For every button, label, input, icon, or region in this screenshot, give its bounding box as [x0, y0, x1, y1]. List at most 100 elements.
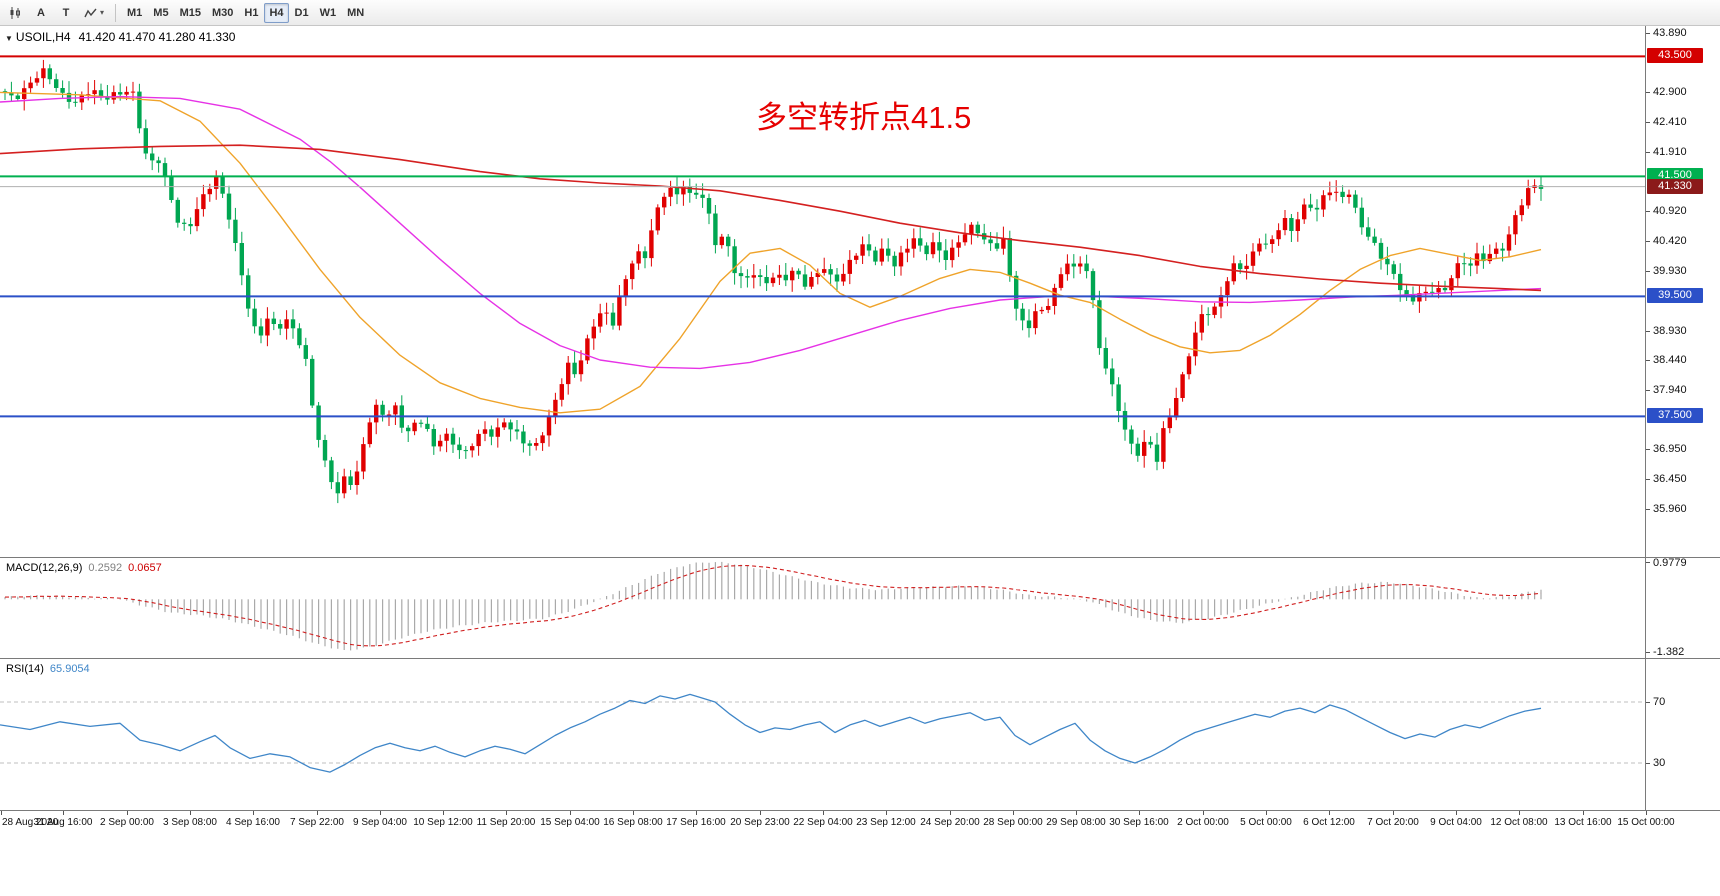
price-tick-mark	[1646, 360, 1650, 361]
price-tick-label: 38.930	[1653, 325, 1687, 337]
drawing-tools-button[interactable]: ▾	[79, 3, 109, 23]
price-axis[interactable]: 43.890 42.900 42.410 41.910 40.920 40.420 39.9…	[1645, 26, 1720, 810]
rsi-value: 65.9054	[49, 663, 90, 675]
time-axis-label: 15 Oct 00:00	[1617, 817, 1675, 828]
timeframe-button-mn[interactable]: MN	[342, 3, 369, 23]
price-tick-label: 43.890	[1653, 27, 1687, 39]
timeframe-button-m15[interactable]: M15	[175, 3, 206, 23]
chevron-down-icon: ▾	[100, 8, 105, 17]
time-axis-label: 13 Oct 16:00	[1554, 817, 1612, 828]
time-tick-mark	[1329, 811, 1330, 815]
macd-tick-mark	[1646, 652, 1650, 653]
price-tick-label: 42.900	[1653, 86, 1687, 98]
text-tool-button[interactable]: T	[54, 3, 78, 23]
time-tick-mark	[633, 811, 634, 815]
time-tick-mark	[886, 811, 887, 815]
time-tick-mark	[823, 811, 824, 815]
candlesticks	[2, 59, 1544, 504]
rsi-axis-label-70: 70	[1653, 696, 1666, 708]
time-axis-label: 15 Sep 04:00	[540, 817, 600, 828]
time-tick-mark	[1646, 811, 1647, 815]
zigzag-draw-icon	[84, 8, 97, 17]
time-axis-label: 2 Oct 00:00	[1177, 817, 1229, 828]
price-tick-mark	[1646, 33, 1650, 34]
time-axis-label: 28 Sep 00:00	[983, 817, 1043, 828]
timeframe-button-w1[interactable]: W1	[315, 3, 342, 23]
time-axis[interactable]: 28 Aug 2020 31 Aug 16:00 2 Sep 00:00 3 Sep …	[0, 811, 1720, 832]
timeframe-button-m1[interactable]: M1	[122, 3, 147, 23]
rsi-tick-mark	[1646, 702, 1650, 703]
rsi-axis-label-30: 30	[1653, 757, 1666, 769]
ma-orange	[0, 91, 1542, 414]
time-tick-mark	[506, 811, 507, 815]
panel-splitter-rsi[interactable]	[0, 658, 1720, 659]
time-tick-mark	[190, 811, 191, 815]
price-tick-mark	[1646, 122, 1650, 123]
time-axis-label: 31 Aug 16:00	[33, 817, 93, 828]
timeframe-group: M1 M5 M15 M30 H1 H4 D1 W1 MN	[122, 2, 369, 23]
price-tick-label: 36.450	[1653, 473, 1687, 485]
price-tick-mark	[1646, 271, 1650, 272]
time-axis-label: 17 Sep 16:00	[666, 817, 726, 828]
text-label-button[interactable]: A	[29, 3, 53, 23]
candlestick-chart-icon	[10, 6, 20, 19]
chart-annotation[interactable]: 多空转折点41.5	[756, 100, 972, 135]
time-axis-label: 16 Sep 08:00	[603, 817, 663, 828]
timeframe-button-m5[interactable]: M5	[148, 3, 173, 23]
ma-red	[0, 144, 1542, 292]
time-tick-mark	[1266, 811, 1267, 815]
symbol-ohlc-label: ▼ USOIL,H4 41.420 41.470 41.280 41.330	[5, 30, 235, 44]
time-axis-label: 23 Sep 12:00	[856, 817, 916, 828]
price-tick-label: 35.960	[1653, 503, 1687, 515]
time-axis-label: 3 Sep 08:00	[163, 817, 217, 828]
panel-splitter-macd[interactable]	[0, 557, 1720, 558]
time-tick-mark	[317, 811, 318, 815]
price-badge-level-37.500: 37.500	[1647, 408, 1703, 423]
time-axis-label: 5 Oct 00:00	[1240, 817, 1292, 828]
rsi-tick-mark	[1646, 763, 1650, 764]
timeframe-button-m30[interactable]: M30	[207, 3, 238, 23]
time-axis-label: 20 Sep 23:00	[730, 817, 790, 828]
time-tick-mark	[1393, 811, 1394, 815]
price-tick-label: 36.950	[1653, 443, 1687, 455]
price-tick-label: 40.920	[1653, 205, 1687, 217]
price-tick-mark	[1646, 211, 1650, 212]
price-tick-mark	[1646, 509, 1650, 510]
time-tick-mark	[1583, 811, 1584, 815]
price-tick-label: 41.910	[1653, 146, 1687, 158]
chart-mode-icon[interactable]	[4, 3, 28, 23]
macd-canvas[interactable]	[0, 558, 1645, 658]
time-tick-mark	[1, 811, 2, 815]
macd-histogram	[4, 561, 1542, 651]
time-tick-mark	[1456, 811, 1457, 815]
time-tick-mark	[253, 811, 254, 815]
price-chart-canvas[interactable]	[0, 26, 1645, 557]
price-tick-label: 38.440	[1653, 354, 1687, 366]
toolbar: A T ▾ M1 M5 M15 M30 H1 H4 D1 W1 MN	[0, 0, 1720, 26]
toolbar-separator	[115, 3, 117, 22]
time-tick-mark	[380, 811, 381, 815]
rsi-canvas[interactable]	[0, 659, 1645, 810]
rsi-label: RSI(14) 65.9054	[6, 663, 90, 675]
time-axis-label: 7 Sep 22:00	[290, 817, 344, 828]
time-tick-mark	[570, 811, 571, 815]
chart-collapse-icon[interactable]: ▼	[5, 34, 13, 43]
ma-magenta	[0, 95, 1542, 370]
macd-axis-bottom-label: -1.382	[1653, 646, 1685, 658]
timeframe-button-h1[interactable]: H1	[239, 3, 263, 23]
price-tick-mark	[1646, 449, 1650, 450]
macd-signal-value: 0.0657	[128, 562, 162, 574]
time-tick-mark	[950, 811, 951, 815]
time-axis-label: 28 Aug 2020	[2, 817, 59, 828]
price-tick-mark	[1646, 331, 1650, 332]
timeframe-button-h4[interactable]: H4	[264, 2, 289, 23]
time-axis-label: 12 Oct 08:00	[1490, 817, 1548, 828]
time-axis-label: 6 Oct 12:00	[1303, 817, 1355, 828]
price-tick-mark	[1646, 390, 1650, 391]
price-tick-mark	[1646, 479, 1650, 480]
timeframe-button-d1[interactable]: D1	[290, 3, 314, 23]
price-tick-mark	[1646, 92, 1650, 93]
price-tick-label: 42.410	[1653, 116, 1687, 128]
price-tick-label: 40.420	[1653, 235, 1687, 247]
